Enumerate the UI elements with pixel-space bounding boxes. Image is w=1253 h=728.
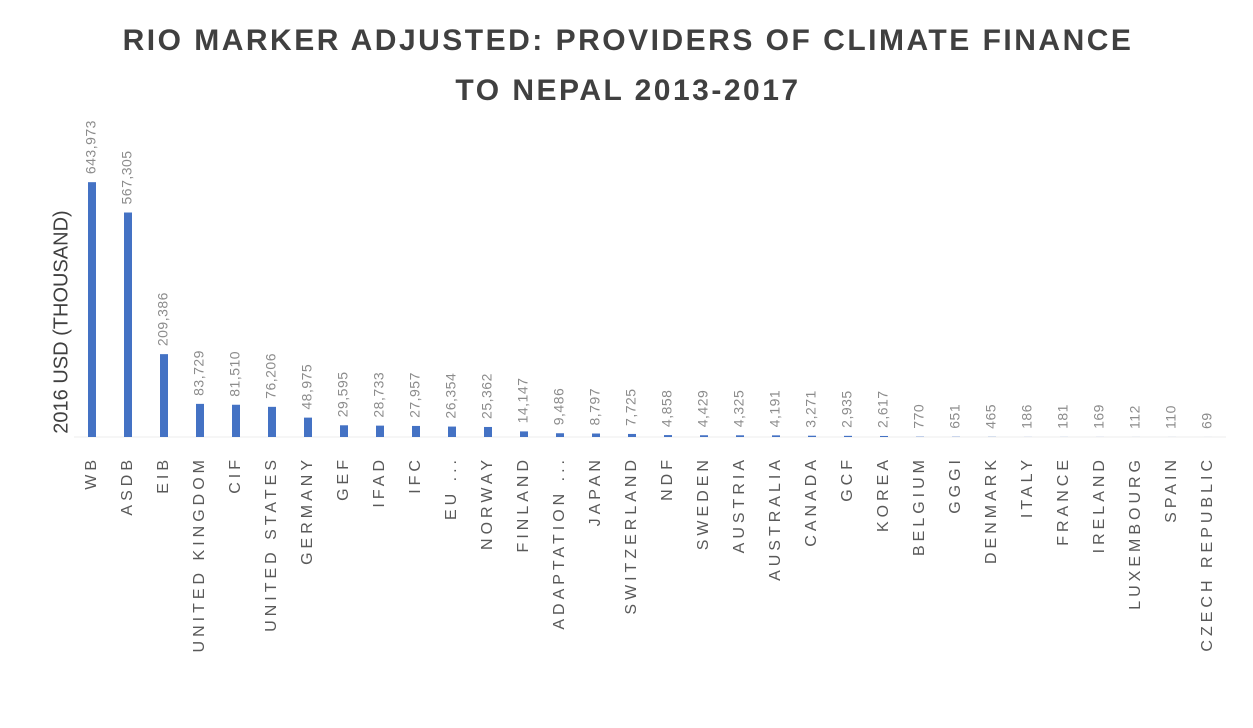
data-label: 76,206	[263, 353, 279, 399]
data-label: 770	[911, 404, 927, 429]
data-label: 209,386	[155, 292, 171, 346]
x-tick-label: NDF	[659, 456, 676, 501]
x-tick-label: EIB	[155, 456, 172, 494]
bar	[304, 417, 312, 437]
data-label: 26,354	[443, 373, 459, 419]
bar	[448, 426, 456, 437]
bar	[412, 425, 420, 437]
x-tick-label: JAPAN	[587, 456, 604, 526]
x-tick-label: IFC	[407, 456, 424, 494]
x-tick-label: FINLAND	[515, 456, 532, 552]
x-tick-label: KOREA	[875, 456, 892, 532]
data-label: 465	[983, 404, 999, 429]
x-tick-label: CANADA	[803, 456, 820, 547]
bar	[700, 435, 708, 437]
x-tick-label: ADAPTATION ...	[551, 456, 568, 630]
x-tick-label: IRELAND	[1091, 456, 1108, 553]
data-label: 567,305	[119, 150, 135, 204]
bar	[160, 354, 168, 437]
x-tick-label: GCF	[839, 456, 856, 502]
bar	[592, 433, 600, 437]
bar	[664, 435, 672, 437]
x-tick-label: GERMANY	[299, 456, 316, 565]
bar	[124, 212, 132, 437]
data-label: 181	[1055, 404, 1071, 429]
x-tick-label: GGGI	[947, 456, 964, 514]
x-tick-label: SPAIN	[1163, 456, 1180, 523]
bar	[844, 435, 852, 437]
bar	[520, 431, 528, 437]
x-tick-label: SWEDEN	[695, 456, 712, 550]
bar	[556, 433, 564, 437]
data-label: 28,733	[371, 372, 387, 418]
bar	[196, 403, 204, 437]
data-label: 651	[947, 404, 963, 429]
data-label: 169	[1091, 404, 1107, 429]
x-tick-label: WB	[83, 456, 100, 490]
x-tick-label: EU ...	[443, 456, 460, 520]
bar	[340, 425, 348, 437]
data-label: 4,429	[695, 390, 711, 428]
data-label: 81,510	[227, 351, 243, 397]
x-tick-label: CIF	[227, 456, 244, 494]
data-label: 9,486	[551, 388, 567, 426]
data-label: 48,975	[299, 364, 315, 410]
data-label: 2,935	[839, 390, 855, 428]
x-tick-label: CZECH REPUBLIC	[1199, 456, 1216, 652]
data-label: 83,729	[191, 350, 207, 396]
bar	[736, 435, 744, 437]
x-tick-label: BELGIUM	[911, 456, 928, 556]
bar	[376, 425, 384, 437]
bar	[772, 435, 780, 437]
x-tick-label: NORWAY	[479, 456, 496, 550]
x-tick-label: AUSTRALIA	[767, 456, 784, 581]
data-label: 112	[1127, 405, 1143, 429]
x-tick-label: SWITZERLAND	[623, 456, 640, 615]
y-axis-label: 2016 USD (THOUSAND)	[50, 210, 72, 433]
data-label: 2,617	[875, 390, 891, 428]
x-tick-label: IFAD	[371, 456, 388, 508]
x-tick-label: LUXEMBOURG	[1127, 456, 1144, 610]
bar	[268, 406, 276, 437]
x-tick-label: GEF	[335, 456, 352, 501]
data-label: 7,725	[623, 388, 639, 426]
data-label: 69	[1199, 412, 1215, 429]
chart-title: TO NEPAL 2013-2017	[455, 74, 800, 107]
x-tick-label: DENMARK	[983, 456, 1000, 564]
data-label: 4,325	[731, 390, 747, 428]
data-label: 186	[1019, 404, 1035, 429]
bar	[88, 182, 96, 437]
data-label: 4,858	[659, 390, 675, 428]
bar	[808, 435, 816, 437]
bar	[628, 433, 636, 437]
bar	[484, 426, 492, 437]
x-tick-label: AUSTRIA	[731, 456, 748, 553]
data-label: 643,973	[83, 120, 99, 174]
x-tick-label: ITALY	[1019, 456, 1036, 518]
bar	[232, 404, 240, 437]
data-label: 25,362	[479, 373, 495, 419]
x-tick-label: UNITED KINGDOM	[191, 456, 208, 652]
data-label: 14,147	[515, 378, 531, 424]
x-tick-label: UNITED STATES	[263, 456, 280, 632]
chart-title: RIO MARKER ADJUSTED: PROVIDERS OF CLIMAT…	[123, 24, 1134, 57]
data-label: 110	[1163, 405, 1179, 429]
x-tick-label: ASDB	[119, 456, 136, 516]
data-label: 4,191	[767, 390, 783, 428]
data-label: 27,957	[407, 372, 423, 418]
data-label: 3,271	[803, 390, 819, 428]
bar	[880, 435, 888, 437]
data-label: 29,595	[335, 371, 351, 417]
x-tick-label: FRANCE	[1055, 456, 1072, 546]
data-label: 8,797	[587, 388, 603, 426]
